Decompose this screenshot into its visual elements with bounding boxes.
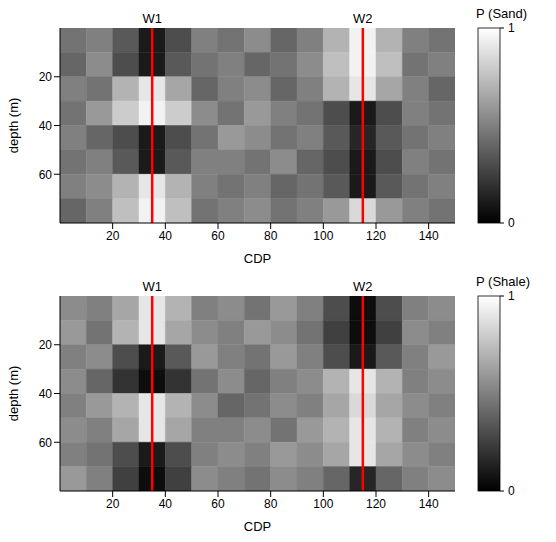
svg-text:P (Sand): P (Sand) (476, 6, 527, 21)
svg-text:20: 20 (106, 497, 120, 511)
svg-text:100: 100 (313, 229, 333, 243)
svg-text:W2: W2 (353, 11, 373, 26)
svg-text:1: 1 (508, 289, 515, 303)
svg-text:40: 40 (159, 229, 173, 243)
svg-text:100: 100 (313, 497, 333, 511)
svg-text:20: 20 (39, 338, 53, 352)
svg-text:W1: W1 (142, 279, 162, 294)
svg-text:0: 0 (508, 484, 515, 498)
svg-text:W2: W2 (353, 279, 373, 294)
svg-text:60: 60 (211, 229, 225, 243)
svg-text:40: 40 (159, 497, 173, 511)
svg-text:1: 1 (508, 21, 515, 35)
svg-text:CDP: CDP (244, 519, 271, 534)
svg-text:80: 80 (264, 229, 278, 243)
svg-text:140: 140 (419, 229, 439, 243)
svg-text:0: 0 (508, 216, 515, 230)
svg-text:60: 60 (39, 436, 53, 450)
svg-text:80: 80 (264, 497, 278, 511)
svg-text:depth (m): depth (m) (6, 366, 21, 422)
svg-text:120: 120 (366, 497, 386, 511)
svg-text:60: 60 (39, 168, 53, 182)
svg-text:depth (m): depth (m) (6, 98, 21, 154)
svg-text:40: 40 (39, 119, 53, 133)
svg-text:40: 40 (39, 387, 53, 401)
svg-text:20: 20 (106, 229, 120, 243)
svg-text:CDP: CDP (244, 251, 271, 266)
svg-text:60: 60 (211, 497, 225, 511)
svg-text:20: 20 (39, 70, 53, 84)
svg-text:140: 140 (419, 497, 439, 511)
svg-text:W1: W1 (142, 11, 162, 26)
svg-text:P (Shale): P (Shale) (476, 274, 530, 289)
svg-text:120: 120 (366, 229, 386, 243)
